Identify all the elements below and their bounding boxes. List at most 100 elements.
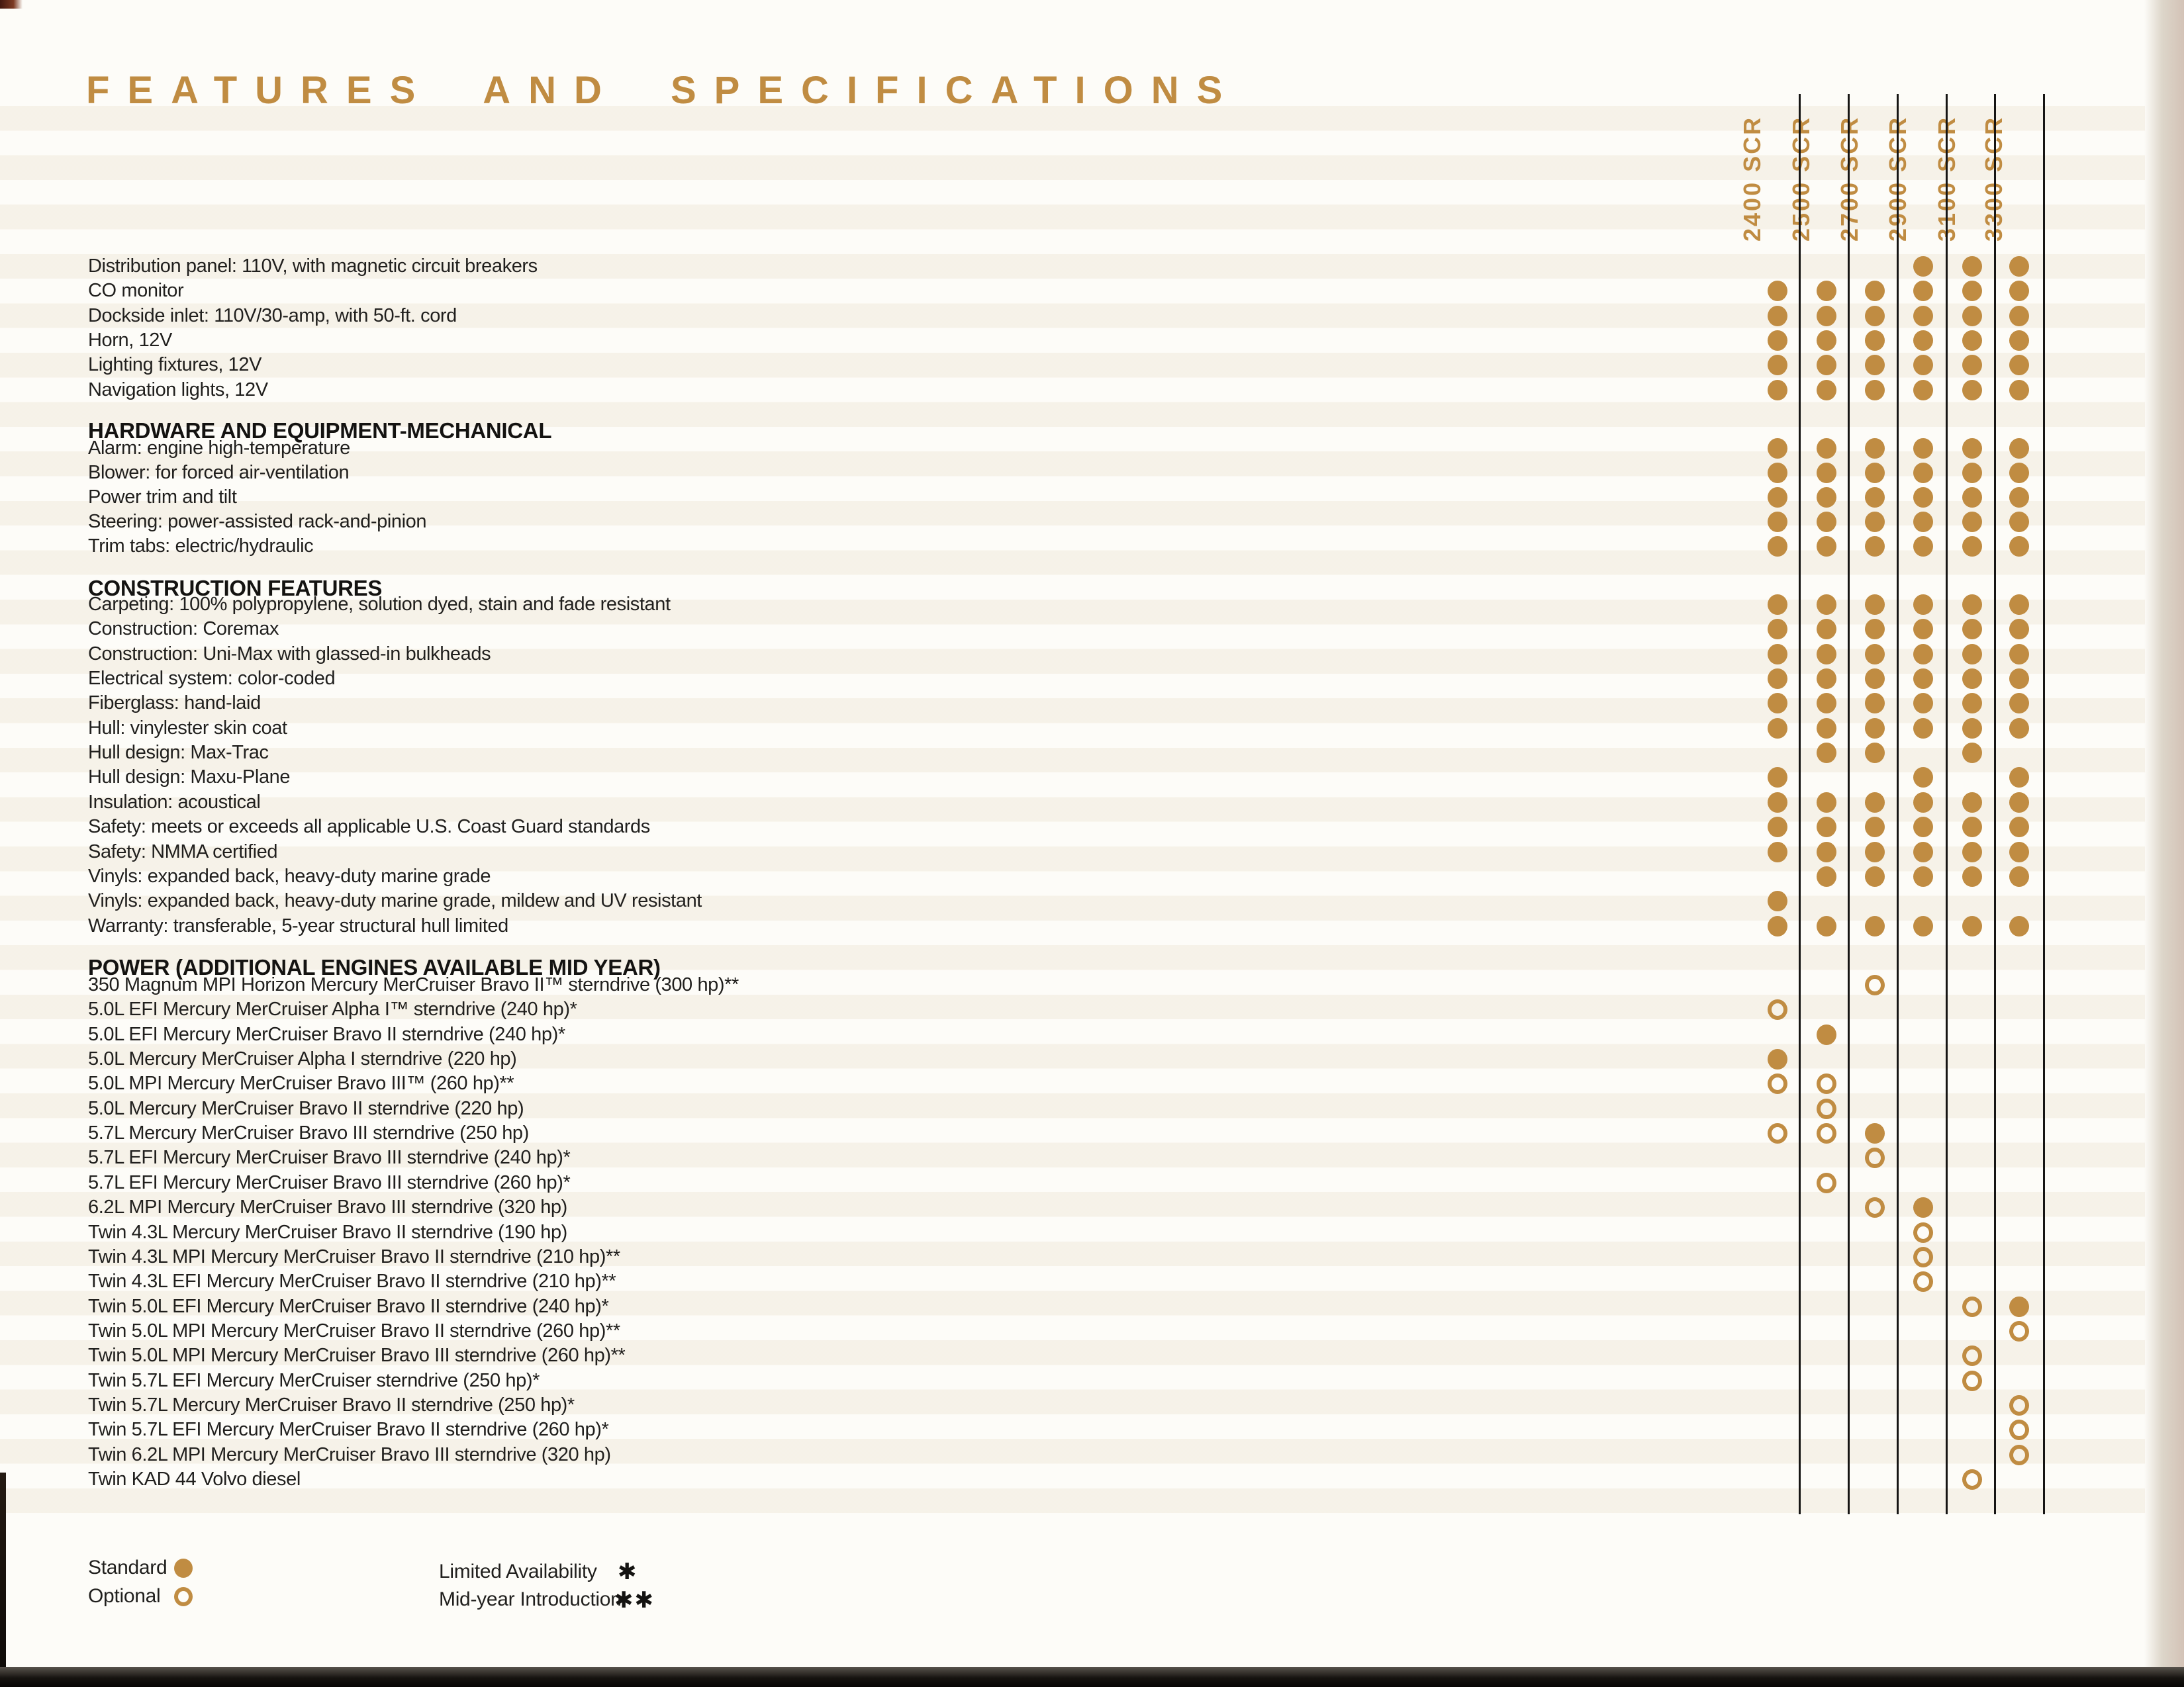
standard-dot-icon (1768, 619, 1787, 639)
feature-label: Construction: Coremax (88, 618, 279, 639)
standard-dot-icon (2009, 438, 2029, 459)
table-row: Alarm: engine high-temperature (0, 435, 2145, 461)
standard-dot-icon (1865, 693, 1885, 713)
table-row: 6.2L MPI Mercury MerCruiser Bravo III st… (0, 1195, 2145, 1220)
standard-dot-icon (1768, 330, 1787, 351)
limited-availability-asterisk-icon: ✱ (618, 1559, 638, 1585)
optional-circle-icon (1817, 1173, 1836, 1193)
feature-label: Twin 5.0L MPI Mercury MerCruiser Bravo I… (88, 1345, 626, 1366)
standard-dot-icon (1817, 281, 1836, 301)
legend-midyear-label: Mid-year Introduction (439, 1588, 622, 1610)
standard-dot-icon (1913, 536, 1933, 557)
feature-label: Alarm: engine high-temperature (88, 437, 350, 459)
standard-dot-icon (1817, 916, 1836, 936)
standard-dot-icon (1865, 281, 1885, 301)
feature-label: Dockside inlet: 110V/30-amp, with 50-ft.… (88, 305, 457, 326)
legend-standard-label: Standard (88, 1557, 167, 1578)
standard-dot-icon (1962, 718, 1982, 739)
standard-dot-icon (1768, 536, 1787, 557)
table-row: Twin 5.0L MPI Mercury MerCruiser Bravo I… (0, 1318, 2145, 1344)
table-row: 5.7L EFI Mercury MerCruiser Bravo III st… (0, 1170, 2145, 1195)
standard-dot-icon (1865, 842, 1885, 862)
table-row: Power trim and tilt (0, 484, 2145, 510)
standard-dot-icon (1865, 594, 1885, 615)
standard-dot-icon (1817, 668, 1836, 689)
feature-label: Distribution panel: 110V, with magnetic … (88, 255, 538, 277)
optional-circle-icon (2009, 1395, 2029, 1416)
standard-dot-icon (1865, 306, 1885, 326)
standard-dot-icon (174, 1559, 193, 1578)
standard-dot-icon (1817, 487, 1836, 508)
feature-label: 5.0L MPI Mercury MerCruiser Bravo III™ (… (88, 1073, 514, 1094)
standard-dot-icon (1913, 1197, 1933, 1218)
table-row: Twin 4.3L EFI Mercury MerCruiser Bravo I… (0, 1269, 2145, 1294)
optional-circle-icon (1865, 1148, 1885, 1168)
page-title: FEATURES AND SPECIFICATIONS (86, 69, 1241, 112)
section-header: CONSTRUCTION FEATURES (88, 576, 383, 600)
optional-circle-icon (1962, 1345, 1982, 1366)
optional-circle-icon (1865, 1197, 1885, 1218)
standard-dot-icon (1913, 817, 1933, 837)
standard-dot-icon (2009, 1297, 2029, 1317)
feature-label: Safety: meets or exceeds all applicable … (88, 816, 650, 837)
table-row: Insulation: acoustical (0, 790, 2145, 815)
standard-dot-icon (1913, 487, 1933, 508)
standard-dot-icon (1962, 668, 1982, 689)
table-row: Twin 5.0L MPI Mercury MerCruiser Bravo I… (0, 1343, 2145, 1368)
feature-label: CO monitor (88, 280, 184, 301)
legend-limited-label: Limited Availability (439, 1561, 597, 1582)
feature-label: 5.0L EFI Mercury MerCruiser Bravo II ste… (88, 1024, 565, 1045)
standard-dot-icon (1962, 693, 1982, 713)
standard-dot-icon (1817, 866, 1836, 887)
standard-dot-icon (1817, 619, 1836, 639)
feature-label: Hull design: Max-Trac (88, 742, 269, 763)
standard-dot-icon (1768, 891, 1787, 911)
standard-dot-icon (1865, 380, 1885, 400)
optional-circle-icon (1768, 1073, 1787, 1094)
standard-dot-icon (1865, 792, 1885, 813)
standard-dot-icon (1913, 380, 1933, 400)
standard-dot-icon (1817, 536, 1836, 557)
table-row: 5.0L Mercury MerCruiser Bravo II sterndr… (0, 1096, 2145, 1121)
table-row: Dockside inlet: 110V/30-amp, with 50-ft.… (0, 303, 2145, 328)
page-corner-mark (0, 0, 23, 9)
standard-dot-icon (1817, 1025, 1836, 1045)
feature-label: Twin 5.7L Mercury MerCruiser Bravo II st… (88, 1394, 575, 1416)
standard-dot-icon (1913, 668, 1933, 689)
standard-dot-icon (2009, 256, 2029, 277)
standard-dot-icon (1865, 1123, 1885, 1144)
standard-dot-icon (1962, 619, 1982, 639)
standard-dot-icon (1768, 718, 1787, 739)
standard-dot-icon (1865, 487, 1885, 508)
optional-circle-icon (2009, 1420, 2029, 1440)
table-row: Hull design: Max-Trac (0, 740, 2145, 765)
column-divider (1799, 94, 1801, 1514)
standard-dot-icon (1865, 536, 1885, 557)
optional-circle-icon (1817, 1099, 1836, 1119)
feature-label: Vinyls: expanded back, heavy-duty marine… (88, 890, 702, 911)
table-row: 5.7L Mercury MerCruiser Bravo III sternd… (0, 1120, 2145, 1146)
feature-label: Power trim and tilt (88, 486, 237, 508)
standard-dot-icon (1913, 306, 1933, 326)
standard-dot-icon (1913, 330, 1933, 351)
table-row: Construction: Uni-Max with glassed-in bu… (0, 641, 2145, 666)
standard-dot-icon (1913, 256, 1933, 277)
standard-dot-icon (2009, 866, 2029, 887)
standard-dot-icon (1768, 767, 1787, 788)
standard-dot-icon (1962, 594, 1982, 615)
standard-dot-icon (1865, 438, 1885, 459)
standard-dot-icon (1768, 817, 1787, 837)
standard-dot-icon (1913, 463, 1933, 483)
standard-dot-icon (1962, 817, 1982, 837)
standard-dot-icon (1913, 512, 1933, 532)
standard-dot-icon (1913, 438, 1933, 459)
table-row: Vinyls: expanded back, heavy-duty marine… (0, 888, 2145, 913)
table-row: 350 Magnum MPI Horizon Mercury MerCruise… (0, 972, 2145, 997)
optional-circle-icon (2009, 1321, 2029, 1342)
table-row: Twin 5.7L EFI Mercury MerCruiser Bravo I… (0, 1417, 2145, 1442)
standard-dot-icon (1913, 718, 1933, 739)
feature-label: Twin 4.3L MPI Mercury MerCruiser Bravo I… (88, 1246, 620, 1267)
standard-dot-icon (2009, 767, 2029, 788)
section-header: POWER (ADDITIONAL ENGINES AVAILABLE MID … (88, 955, 661, 980)
table-row: 5.0L MPI Mercury MerCruiser Bravo III™ (… (0, 1071, 2145, 1096)
